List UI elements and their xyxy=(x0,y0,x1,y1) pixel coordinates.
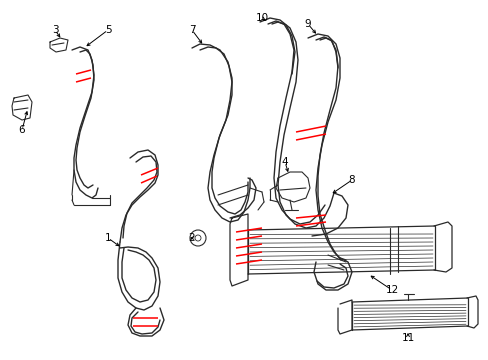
Text: 5: 5 xyxy=(104,25,111,35)
Text: 12: 12 xyxy=(385,285,398,295)
Text: 9: 9 xyxy=(304,19,311,29)
Text: 4: 4 xyxy=(281,157,288,167)
Text: 11: 11 xyxy=(401,333,414,343)
Text: 2: 2 xyxy=(188,233,195,243)
Text: 7: 7 xyxy=(188,25,195,35)
Text: 3: 3 xyxy=(52,25,58,35)
Text: 1: 1 xyxy=(104,233,111,243)
Text: 8: 8 xyxy=(348,175,355,185)
Text: 6: 6 xyxy=(19,125,25,135)
Text: 10: 10 xyxy=(255,13,268,23)
